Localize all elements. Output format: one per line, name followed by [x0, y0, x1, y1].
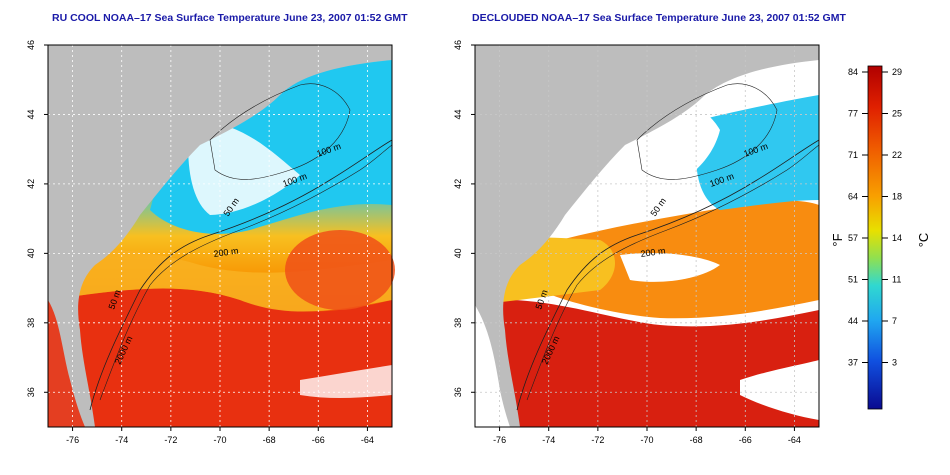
lat-tick-label: 38: [453, 318, 463, 328]
lat-tick-label: 42: [453, 179, 463, 189]
left-axis-ticks: 46 44 42 40 38 36 -76 -74 -72 -70 -68 -66 -64: [26, 40, 374, 445]
colorbar-ticks: 84 77 71 64 57 51 44 37 29 25 22 18 14 11 7 3: [848, 67, 902, 368]
lon-tick-label: -72: [164, 435, 177, 445]
lat-tick-label: 44: [26, 109, 36, 119]
left-contour-200m: [99, 144, 393, 401]
lon-tick-label: -70: [640, 435, 653, 445]
left-cloud-south: [300, 365, 392, 399]
lat-tick-label: 40: [453, 248, 463, 258]
lat-tick-label: 46: [453, 40, 463, 50]
fahrenheit-tick-label: 57: [848, 233, 858, 243]
left-contour-2000m: [89, 139, 393, 411]
fahrenheit-tick-label: 44: [848, 316, 858, 326]
left-cloud-patch: [188, 120, 300, 215]
fahrenheit-label: °F: [830, 233, 845, 246]
fahrenheit-tick-label: 77: [848, 109, 858, 119]
right-land: [475, 45, 819, 427]
lon-tick-label: -74: [115, 435, 128, 445]
fahrenheit-tick-label: 64: [848, 192, 858, 202]
lon-tick-label: -66: [739, 435, 752, 445]
lon-tick-label: -66: [312, 435, 325, 445]
right-coastal-cloud: [475, 305, 510, 427]
lon-tick-label: -74: [542, 435, 555, 445]
lon-tick-label: -68: [263, 435, 276, 445]
lon-tick-label: -72: [591, 435, 604, 445]
right-contour-200m: [526, 144, 820, 401]
lat-tick-label: 36: [26, 387, 36, 397]
right-cloud-mid: [620, 253, 720, 282]
lon-tick-label: -76: [66, 435, 79, 445]
lon-tick-label: -64: [361, 435, 374, 445]
contour-label: 200 m: [213, 246, 239, 259]
right-contour-2000m: [516, 139, 820, 411]
right-graticule: [475, 45, 819, 427]
right-gulf-stream: [475, 299, 819, 427]
lon-tick-label: -76: [493, 435, 506, 445]
right-cold-shelf: [696, 95, 819, 210]
fahrenheit-tick-label: 37: [848, 358, 858, 368]
lat-tick-label: 42: [26, 179, 36, 189]
lon-tick-label: -64: [788, 435, 801, 445]
right-map-title: DECLOUDED NOAA–17 Sea Surface Temperatur…: [472, 12, 846, 24]
celsius-tick-label: 14: [892, 233, 902, 243]
celsius-tick-label: 3: [892, 358, 897, 368]
right-cloud-south: [740, 360, 819, 420]
lat-tick-label: 40: [26, 248, 36, 258]
lat-tick-label: 46: [26, 40, 36, 50]
fahrenheit-tick-label: 51: [848, 275, 858, 285]
left-land: [48, 45, 392, 427]
lon-tick-label: -68: [690, 435, 703, 445]
left-graticule: [48, 45, 392, 427]
colorbar-gradient: [867, 65, 883, 410]
left-coastal-warm: [48, 300, 85, 427]
right-axis-ticks: 46 44 42 40 38 36 -76 -74 -72 -70 -68 -66 -64: [453, 40, 801, 445]
fahrenheit-tick-label: 84: [848, 67, 858, 77]
celsius-tick-label: 11: [892, 275, 901, 285]
left-contour-100m: [209, 83, 351, 180]
fahrenheit-tick-label: 71: [848, 150, 858, 160]
lon-tick-label: -70: [213, 435, 226, 445]
celsius-tick-label: 29: [892, 67, 902, 77]
lat-tick-label: 38: [26, 318, 36, 328]
temperature-colorbar: 84 77 71 64 57 51 44 37 29 25 22 18 14 11 7 3 °F °C: [830, 65, 931, 410]
lat-tick-label: 44: [453, 109, 463, 119]
right-contour-100m: [636, 83, 778, 180]
celsius-tick-label: 22: [892, 150, 902, 160]
left-map-title: RU COOL NOAA–17 Sea Surface Temperature …: [52, 12, 408, 24]
left-warm-eddy: [285, 230, 395, 310]
celsius-tick-label: 18: [892, 192, 902, 202]
contour-label: 200 m: [640, 246, 666, 259]
lat-tick-label: 36: [453, 387, 463, 397]
celsius-label: °C: [916, 233, 931, 248]
celsius-tick-label: 7: [892, 316, 897, 326]
celsius-tick-label: 25: [892, 109, 902, 119]
